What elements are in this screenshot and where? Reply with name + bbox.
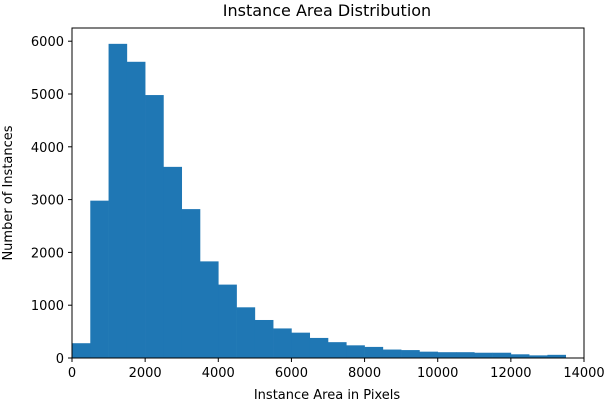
- histogram-bar-22: [474, 352, 493, 358]
- histogram-bar-14: [328, 342, 347, 358]
- histogram-bar-11: [273, 328, 292, 358]
- histogram-bar-15: [346, 345, 365, 358]
- histogram-bar-26: [547, 354, 567, 358]
- x-axis: 0 2000 4000 6000 8000 10000 12000 14000: [68, 358, 605, 381]
- histogram-bars: [72, 43, 567, 359]
- x-tick-label: 12000: [490, 366, 531, 381]
- histogram-bar-17: [382, 349, 402, 358]
- y-tick-label: 3000: [31, 194, 64, 209]
- histogram-bar-9: [236, 307, 256, 358]
- x-tick-label: 2000: [129, 366, 162, 381]
- histogram-bar-10: [254, 319, 274, 358]
- histogram-bar-6: [181, 209, 201, 358]
- histogram-bar-24: [510, 354, 530, 358]
- histogram-bar-19: [419, 351, 439, 358]
- histogram-bar-8: [218, 284, 237, 358]
- histogram-bar-18: [401, 350, 420, 358]
- chart-title: Instance Area Distribution: [223, 1, 431, 20]
- y-tick-label: 0: [56, 352, 64, 367]
- x-tick-label: 0: [68, 366, 76, 381]
- y-tick-label: 2000: [31, 246, 64, 261]
- histogram-bar-25: [529, 355, 548, 358]
- histogram-bar-23: [492, 352, 512, 358]
- y-axis-label: Number of Instances: [1, 125, 16, 260]
- histogram-bar-7: [200, 261, 219, 358]
- plot-frame: [71, 27, 585, 359]
- histogram-bar-5: [163, 166, 183, 358]
- histogram-bar-2: [108, 43, 128, 359]
- y-tick-label: 6000: [31, 35, 64, 50]
- histogram-bar-4: [145, 95, 164, 358]
- histogram-bar-3: [126, 61, 146, 359]
- histogram-bar-21: [456, 352, 475, 358]
- histogram-bar-16: [364, 346, 384, 358]
- histogram-bar-20: [437, 352, 457, 358]
- histogram-bar-0: [72, 343, 91, 358]
- histogram-bar-12: [291, 332, 311, 358]
- x-tick-label: 14000: [563, 366, 604, 381]
- histogram-bar-1: [90, 200, 109, 358]
- x-axis-label: Instance Area in Pixels: [254, 388, 401, 402]
- x-tick-label: 10000: [417, 366, 458, 381]
- histogram-bar-13: [309, 337, 329, 358]
- x-tick-label: 8000: [348, 366, 381, 381]
- y-tick-label: 5000: [31, 88, 64, 103]
- y-tick-label: 1000: [31, 299, 64, 314]
- x-tick-label: 6000: [275, 366, 308, 381]
- y-axis: 0 1000 2000 3000 4000 5000 6000: [31, 35, 72, 367]
- y-tick-label: 4000: [31, 141, 64, 156]
- x-tick-label: 4000: [202, 366, 235, 381]
